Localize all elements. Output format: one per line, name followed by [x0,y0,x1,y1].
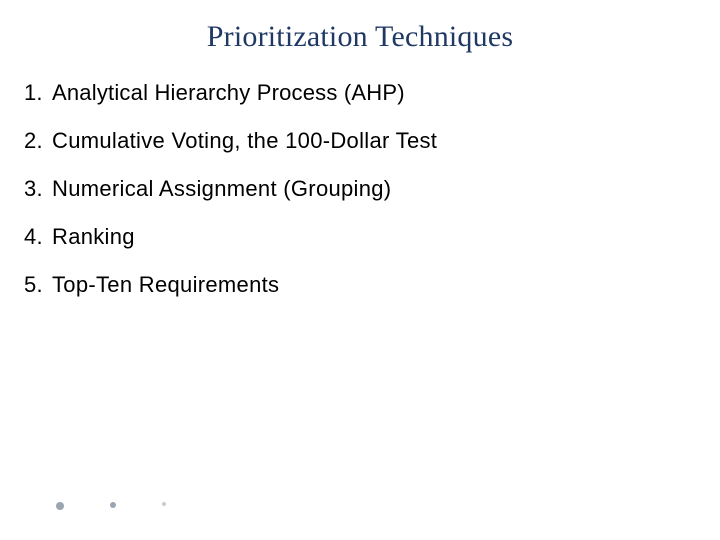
list-text: Numerical Assignment (Grouping) [52,176,391,202]
list-item: 2. Cumulative Voting, the 100-Dollar Tes… [24,128,698,154]
list-text: Cumulative Voting, the 100-Dollar Test [52,128,437,154]
dot-icon [110,502,116,508]
list-number: 3. [24,176,52,202]
dot-icon [56,502,64,510]
technique-list: 1. Analytical Hierarchy Process (AHP) 2.… [22,80,698,298]
list-item: 3. Numerical Assignment (Grouping) [24,176,698,202]
list-text: Top-Ten Requirements [52,272,279,298]
slide: Prioritization Techniques 1. Analytical … [0,0,720,540]
list-item: 1. Analytical Hierarchy Process (AHP) [24,80,698,106]
decorative-dots [56,502,166,510]
list-number: 2. [24,128,52,154]
list-item: 4. Ranking [24,224,698,250]
list-text: Analytical Hierarchy Process (AHP) [52,80,405,106]
list-number: 1. [24,80,52,106]
list-number: 5. [24,272,52,298]
list-item: 5. Top-Ten Requirements [24,272,698,298]
list-number: 4. [24,224,52,250]
dot-icon [162,502,166,506]
slide-title: Prioritization Techniques [22,20,698,54]
list-text: Ranking [52,224,135,250]
